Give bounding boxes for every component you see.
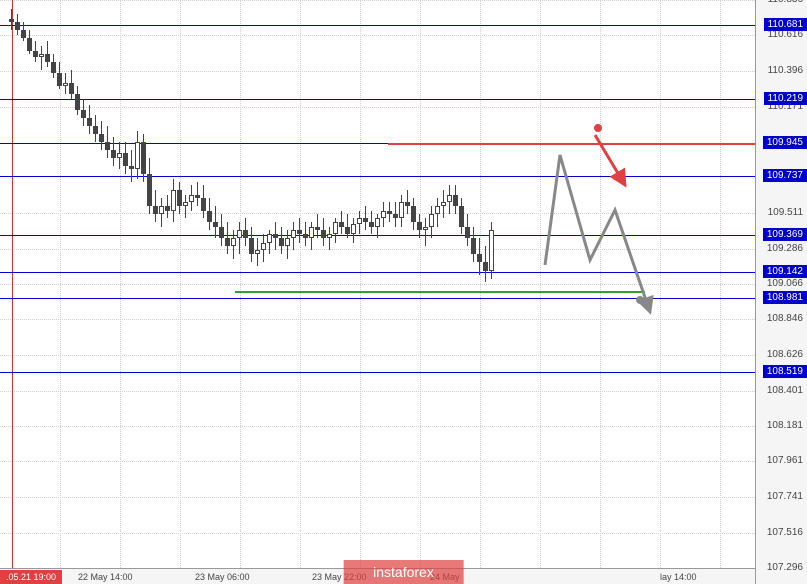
watermark: instaforex: [343, 560, 464, 584]
y-tick-label: 107.516: [767, 527, 803, 538]
candle: [488, 0, 494, 568]
y-tick-label: 107.961: [767, 455, 803, 466]
price-level-box: 108.981: [763, 291, 807, 304]
y-tick-label: 108.181: [767, 420, 803, 431]
time-badge: .05.21 19:00: [0, 570, 62, 584]
y-axis-panel: 110.836110.616110.396110.171109.945109.5…: [755, 0, 807, 584]
y-tick-label: 107.741: [767, 491, 803, 502]
y-tick-label: 108.846: [767, 313, 803, 324]
y-tick-label: 110.836: [768, 0, 803, 5]
y-tick-label: 107.296: [767, 562, 803, 573]
price-level-box: 110.219: [764, 92, 807, 105]
x-tick-label: 22 May 14:00: [78, 572, 133, 582]
y-tick-label: 110.616: [768, 29, 803, 40]
y-tick-label: 108.626: [767, 349, 803, 360]
resistance-line: [388, 143, 755, 145]
price-level-box: 109.369: [763, 228, 807, 241]
y-tick-label: 109.286: [767, 243, 803, 254]
price-level-box: 109.142: [763, 265, 807, 278]
price-level-box: 108.519: [763, 365, 807, 378]
price-level-box: 109.945: [763, 136, 807, 149]
y-tick-label: 110.396: [768, 65, 803, 76]
x-tick-label: lay 14:00: [660, 572, 697, 582]
y-tick-label: 109.511: [768, 207, 803, 218]
chart-plot-area: [0, 0, 755, 584]
y-tick-label: 108.401: [767, 385, 803, 396]
price-level-box: 110.681: [764, 18, 807, 31]
y-tick-label: 109.066: [767, 278, 803, 289]
support-line: [235, 291, 645, 293]
x-tick-label: 23 May 06:00: [195, 572, 250, 582]
price-level-box: 109.737: [763, 169, 807, 182]
